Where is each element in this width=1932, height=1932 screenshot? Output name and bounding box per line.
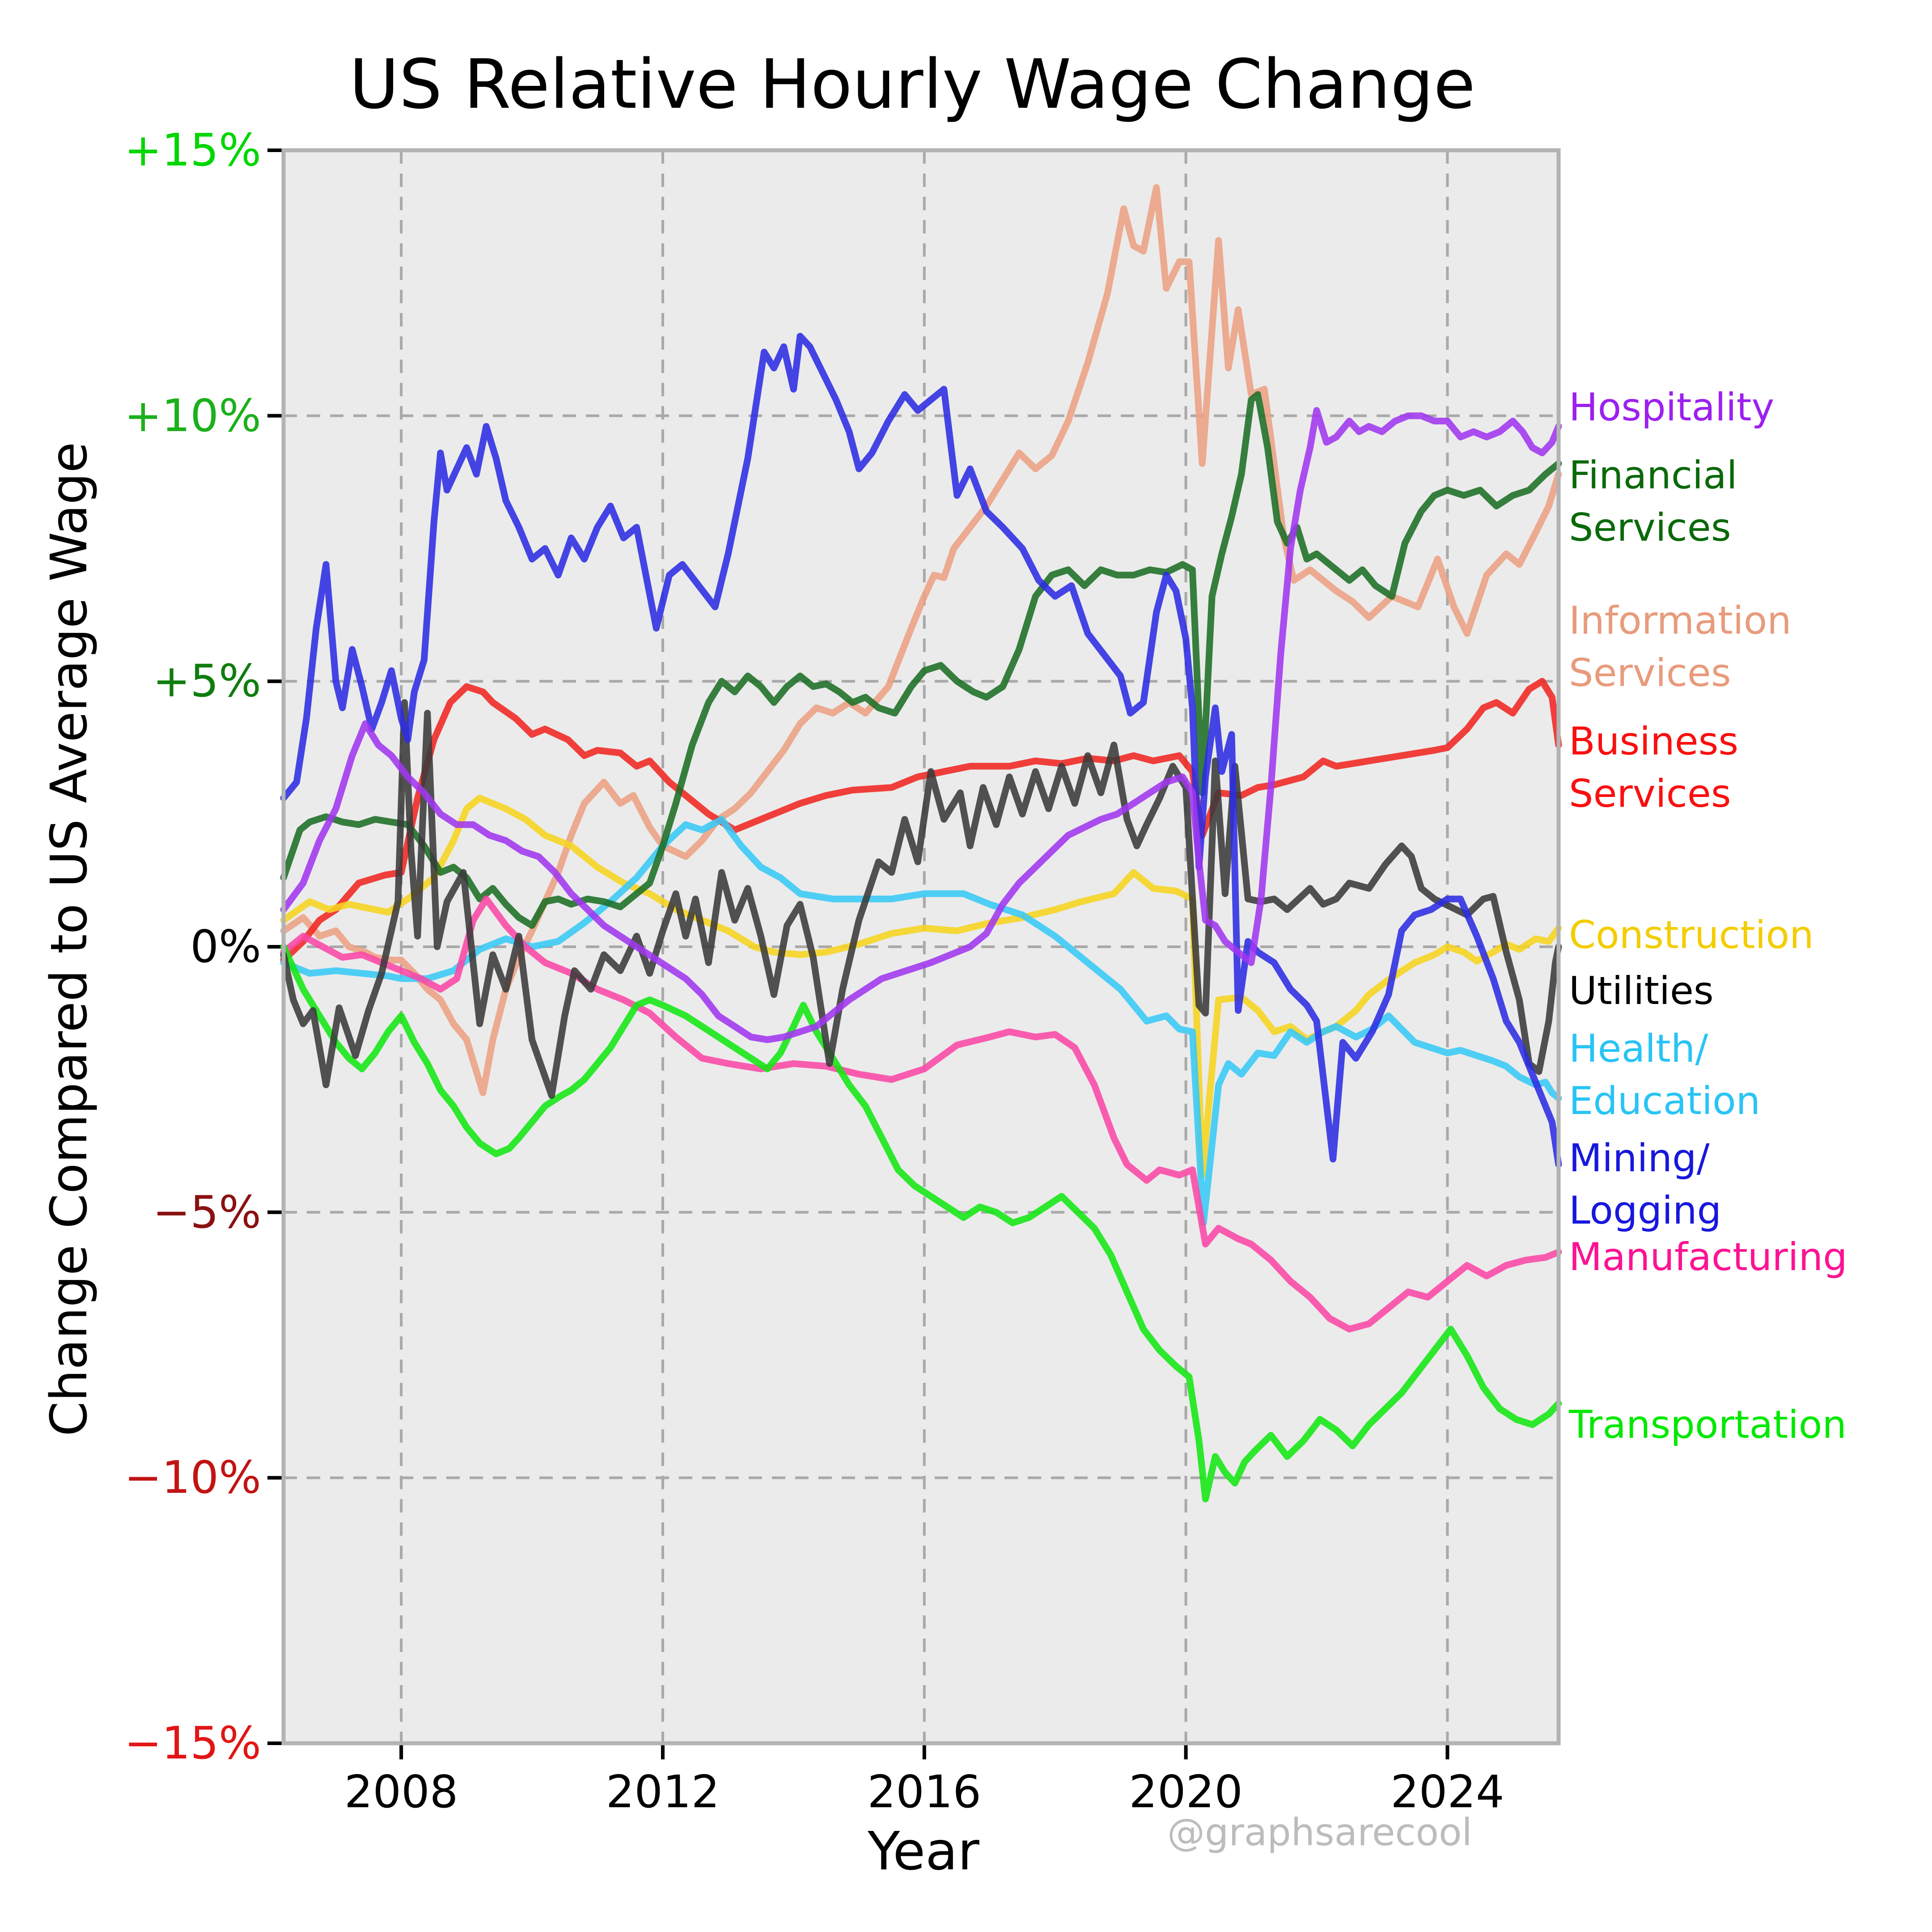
series-label-information-services: Information Services: [1569, 598, 1792, 695]
series-line-information-services: [280, 184, 1562, 1096]
y-tick-label: 0%: [190, 920, 261, 973]
series-label-hospitality: Hospitality: [1569, 385, 1775, 430]
y-tick-label: +10%: [124, 389, 261, 442]
x-tick-label: 2008: [344, 1766, 458, 1818]
series-line-hospitality: [280, 407, 1562, 1043]
x-axis-label: Year: [868, 1820, 979, 1882]
watermark: @graphsarecool: [1167, 1810, 1472, 1854]
x-tick-label: 2016: [867, 1766, 982, 1818]
x-tick-label: 2024: [1390, 1766, 1504, 1818]
y-tick-label: −5%: [153, 1186, 261, 1238]
series-line-financial-services: [280, 391, 1562, 929]
y-tick-label: +5%: [153, 655, 261, 708]
x-tick-label: 2020: [1129, 1766, 1243, 1818]
y-axis-label: Change Compared to US Average Wage: [40, 442, 98, 1436]
series-line-mining-logging: [280, 333, 1562, 1168]
series-label-health-education: Health/ Education: [1569, 1026, 1761, 1123]
series-line-utilities: [280, 699, 1562, 1099]
y-tick-label: −15%: [124, 1717, 261, 1769]
series-label-financial-services: Financial Services: [1569, 453, 1737, 550]
x-tick-label: 2012: [606, 1766, 720, 1818]
series-label-business-services: Business Services: [1569, 719, 1739, 816]
series-line-health-education: [280, 816, 1562, 1226]
y-tick-label: −10%: [124, 1451, 261, 1504]
series-label-mining-logging: Mining/ Logging: [1569, 1136, 1722, 1233]
chart-title: US Relative Hourly Wage Change: [349, 45, 1475, 124]
series-label-transportation: Transportation: [1569, 1402, 1847, 1447]
series-label-construction: Construction: [1569, 913, 1814, 958]
series-label-manufacturing: Manufacturing: [1569, 1235, 1847, 1280]
series-line-manufacturing: [280, 895, 1562, 1333]
series-line-transportation: [280, 943, 1562, 1503]
series-line-business-services: [280, 678, 1562, 964]
y-tick-label: +15%: [124, 124, 261, 176]
series-label-utilities: Utilities: [1569, 969, 1714, 1013]
